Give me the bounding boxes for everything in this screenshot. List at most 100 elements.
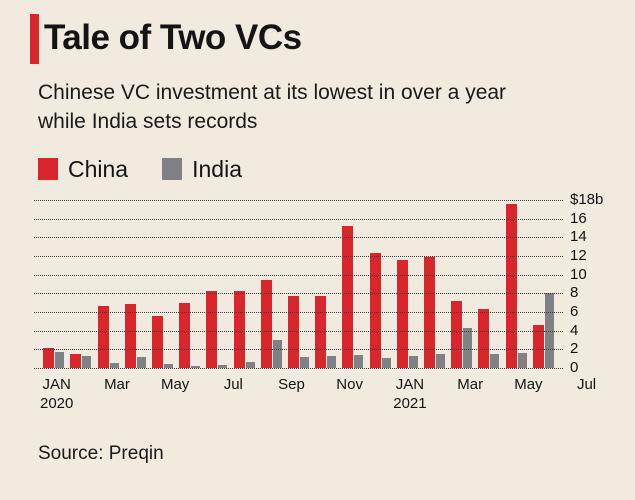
bar-india — [517, 353, 527, 368]
bar-china — [124, 303, 136, 368]
bar-group — [502, 200, 529, 368]
bar-india — [354, 354, 364, 368]
x-tick-label: JAN 2020 — [40, 375, 73, 413]
gridline — [34, 237, 563, 239]
bar-china — [151, 315, 163, 368]
bar-china — [532, 325, 544, 368]
subtitle-line-1: Chinese VC investment at its lowest in o… — [38, 81, 507, 104]
page-title: Tale of Two VCs — [44, 18, 302, 57]
bar-group — [203, 200, 230, 368]
bar-china — [179, 302, 191, 368]
x-tick-label — [364, 375, 393, 413]
bar-group — [258, 200, 285, 368]
bar-group — [312, 200, 339, 368]
bar-group — [339, 200, 366, 368]
x-tick-label: May — [514, 375, 543, 413]
x-tick-label: May — [161, 375, 190, 413]
x-tick-line1: Nov — [336, 376, 363, 393]
y-tick-label: 0 — [570, 359, 579, 376]
x-tick-label: JAN 2021 — [393, 375, 426, 413]
bar-india — [245, 362, 255, 368]
bar-india — [435, 354, 445, 368]
y-tick-label: 14 — [570, 228, 587, 246]
x-tick-line1: JAN — [395, 376, 425, 393]
bar-china — [287, 296, 299, 368]
gridline — [34, 330, 563, 332]
bar-group — [40, 200, 67, 368]
bar-group — [475, 200, 502, 368]
bar-india — [408, 355, 418, 368]
subtitle: Chinese VC investment at its lowest in o… — [38, 78, 607, 136]
gridline — [34, 368, 563, 369]
x-tick-line1: Mar — [457, 376, 484, 393]
bar-india — [218, 365, 228, 368]
bar-group — [67, 200, 94, 368]
x-tick-label — [485, 375, 514, 413]
gridline — [34, 200, 563, 201]
y-tick-label: 16 — [570, 209, 587, 227]
x-tick-label: Jul — [572, 375, 601, 413]
bar-india — [272, 340, 282, 368]
x-axis: JAN 2020 Mar May Jul Sep Nov JAN 2021 Mar May Jul — [34, 368, 607, 413]
legend-label: India — [192, 155, 242, 182]
x-tick-label — [190, 375, 219, 413]
x-tick-line1: Jul — [223, 376, 243, 393]
gridline — [34, 293, 563, 295]
bar-group — [149, 200, 176, 368]
subtitle-line-2: while India sets records — [38, 110, 258, 133]
y-tick-label: 6 — [570, 302, 579, 320]
y-axis: $18b 16 14 12 10 8 6 4 2 0 — [563, 192, 607, 376]
legend-swatch-china — [38, 158, 58, 180]
x-tick-line1: Sep — [278, 376, 305, 393]
y-tick-label: 8 — [570, 284, 579, 302]
x-tick-label — [427, 375, 456, 413]
chart-row: $18b 16 14 12 10 8 6 4 2 0 — [34, 192, 607, 376]
x-tick-label: Jul — [219, 375, 248, 413]
x-tick-label — [306, 375, 335, 413]
bar-india — [191, 366, 201, 368]
x-tick-line1: Jul — [576, 376, 597, 393]
bar-india — [299, 356, 309, 368]
x-tick-label: Sep — [277, 375, 306, 413]
bar-group — [176, 200, 203, 368]
legend-item-china: China — [38, 156, 128, 183]
legend-item-india: India — [162, 156, 242, 183]
bar-china — [97, 306, 109, 368]
bar-group — [285, 200, 312, 368]
bar-india — [55, 352, 65, 368]
bar-china — [70, 354, 82, 368]
accent-mark — [30, 14, 39, 64]
bar-india — [490, 354, 500, 368]
bar-india — [82, 355, 92, 368]
x-tick-label: Mar — [456, 375, 485, 413]
bar-india — [381, 357, 391, 368]
x-tick-line1: May — [160, 376, 190, 393]
legend-swatch-india — [162, 158, 183, 180]
bar-group — [366, 200, 393, 368]
bar-india — [327, 355, 337, 368]
x-tick-line1: May — [514, 376, 543, 393]
gridline — [34, 349, 563, 351]
bar-india — [463, 327, 473, 368]
y-tick-label: 10 — [570, 265, 587, 283]
bar-china — [478, 309, 490, 368]
x-tick-line2: 2021 — [393, 395, 427, 412]
bar-group — [394, 200, 421, 368]
bar-china — [505, 203, 517, 368]
gridline — [34, 274, 563, 276]
y-tick-label: 2 — [570, 340, 579, 358]
gridline — [34, 218, 563, 220]
gridline — [34, 312, 563, 313]
x-tick-label: Nov — [335, 375, 364, 413]
x-tick-line2: 2020 — [40, 395, 74, 412]
bar-group — [230, 200, 257, 368]
bar-group — [448, 200, 475, 368]
source-note: Source: Preqin — [38, 443, 164, 464]
gridline — [34, 256, 563, 257]
bar-china — [369, 253, 381, 368]
bar-china — [342, 226, 354, 368]
header: Tale of Two VCs — [30, 10, 607, 66]
bar-china — [233, 291, 245, 368]
bar-china — [260, 280, 272, 368]
